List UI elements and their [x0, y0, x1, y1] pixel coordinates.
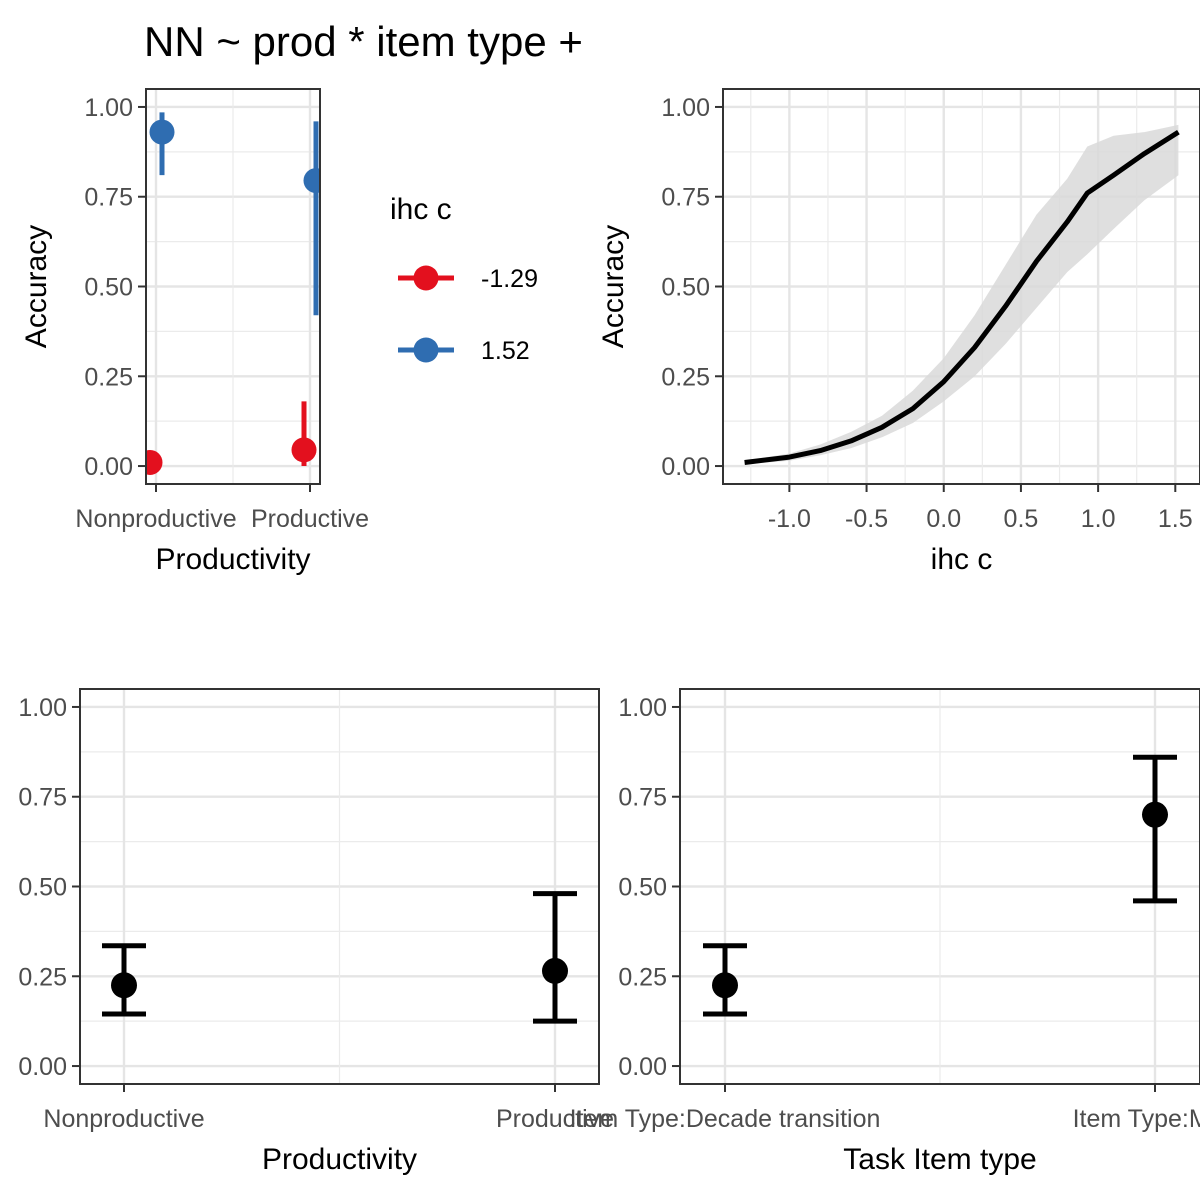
x-axis-title: ihc c	[931, 543, 993, 576]
y-tick-label: 0.00	[661, 453, 710, 481]
y-tick-label: 0.50	[661, 274, 710, 302]
y-tick-label: 0.25	[661, 363, 710, 391]
panel-border	[679, 688, 1200, 1085]
y-tick-label: 1.00	[18, 694, 67, 722]
data-marks	[146, 112, 320, 475]
y-tick-label: 1.00	[84, 94, 133, 122]
data-point	[291, 437, 317, 463]
x-tick-label: 1.0	[1081, 505, 1116, 533]
panel-border	[79, 688, 600, 1085]
x-axis-title: Task Item type	[843, 1143, 1036, 1176]
x-axis-title: Productivity	[155, 543, 310, 576]
y-tick-label: 0.75	[18, 784, 67, 812]
y-tick-label: 1.00	[661, 94, 710, 122]
data-point	[303, 168, 320, 194]
y-tick-label: 0.75	[661, 184, 710, 212]
data-point	[712, 972, 738, 999]
y-tick-label: 0.75	[84, 184, 133, 212]
panel-border	[722, 88, 1200, 485]
gridlines	[80, 689, 599, 1084]
panel-accuracy-by-productivity: 0.00 0.25 0.50 0.75 1.00 Nonproductive Product…	[18, 688, 614, 1176]
y-tick-label: 0.00	[84, 453, 133, 481]
legend-title: ihc c	[390, 193, 452, 226]
y-tick-label: 0.00	[618, 1053, 667, 1081]
y-axis-title: Accuracy	[597, 225, 630, 348]
gridlines	[146, 89, 320, 484]
data-marks	[703, 754, 1177, 1017]
x-tick-label: Productive	[251, 505, 369, 533]
y-tick-label: 0.25	[84, 363, 133, 391]
fitted-line	[744, 129, 1180, 465]
data-point	[146, 449, 163, 475]
legend-label: 1.52	[481, 337, 530, 365]
y-tick-label: 0.50	[18, 874, 67, 902]
data-point	[1142, 801, 1168, 828]
x-tick-label: Nonproductive	[75, 505, 236, 533]
y-tick-label: 0.25	[18, 963, 67, 991]
legend-key-point	[413, 337, 439, 363]
panel-productivity-by-ihc: 0.00 0.25 0.50 0.75 1.00 Nonproductive Product…	[20, 88, 369, 576]
data-marks	[744, 124, 1180, 465]
legend-ihc-c: ihc c -1.29 1.52	[390, 193, 538, 365]
x-axis-title: Productivity	[262, 1143, 417, 1176]
confidence-ribbon	[744, 124, 1179, 465]
figure-title: NN ~ prod * item type +	[144, 18, 583, 65]
data-point	[111, 972, 137, 999]
legend-label: -1.29	[481, 265, 538, 293]
y-tick-label: 0.50	[618, 874, 667, 902]
y-tick-label: 0.75	[618, 784, 667, 812]
data-point	[149, 119, 175, 145]
legend-key-point	[413, 265, 439, 291]
y-tick-label: 0.25	[618, 963, 667, 991]
x-tick-label: 1.5	[1158, 505, 1193, 533]
panel-accuracy-by-ihc-c: 0.00 0.25 0.50 0.75 1.00 -1.0 -0.5 0.0 0.5 1.0 1.5…	[597, 88, 1200, 576]
x-tick-label: Productive	[496, 1105, 614, 1133]
x-tick-label: Item Type:Decade transition	[570, 1105, 881, 1133]
x-tick-label: -0.5	[845, 505, 888, 533]
x-tick-label: Item Type:Mid-	[1073, 1105, 1200, 1133]
x-tick-label: Nonproductive	[43, 1105, 204, 1133]
y-tick-label: 0.50	[84, 274, 133, 302]
x-tick-label: 0.0	[926, 505, 961, 533]
x-tick-label: -1.0	[768, 505, 811, 533]
x-tick-label: 0.5	[1004, 505, 1039, 533]
y-tick-label: 1.00	[618, 694, 667, 722]
y-axis-title: Accuracy	[20, 225, 53, 348]
data-marks	[102, 891, 577, 1024]
data-point	[542, 957, 568, 984]
panel-border	[145, 88, 321, 485]
panel-accuracy-by-item-type: 0.00 0.25 0.50 0.75 1.00 Item Type:Decade tra…	[570, 688, 1200, 1176]
y-tick-label: 0.00	[18, 1053, 67, 1081]
